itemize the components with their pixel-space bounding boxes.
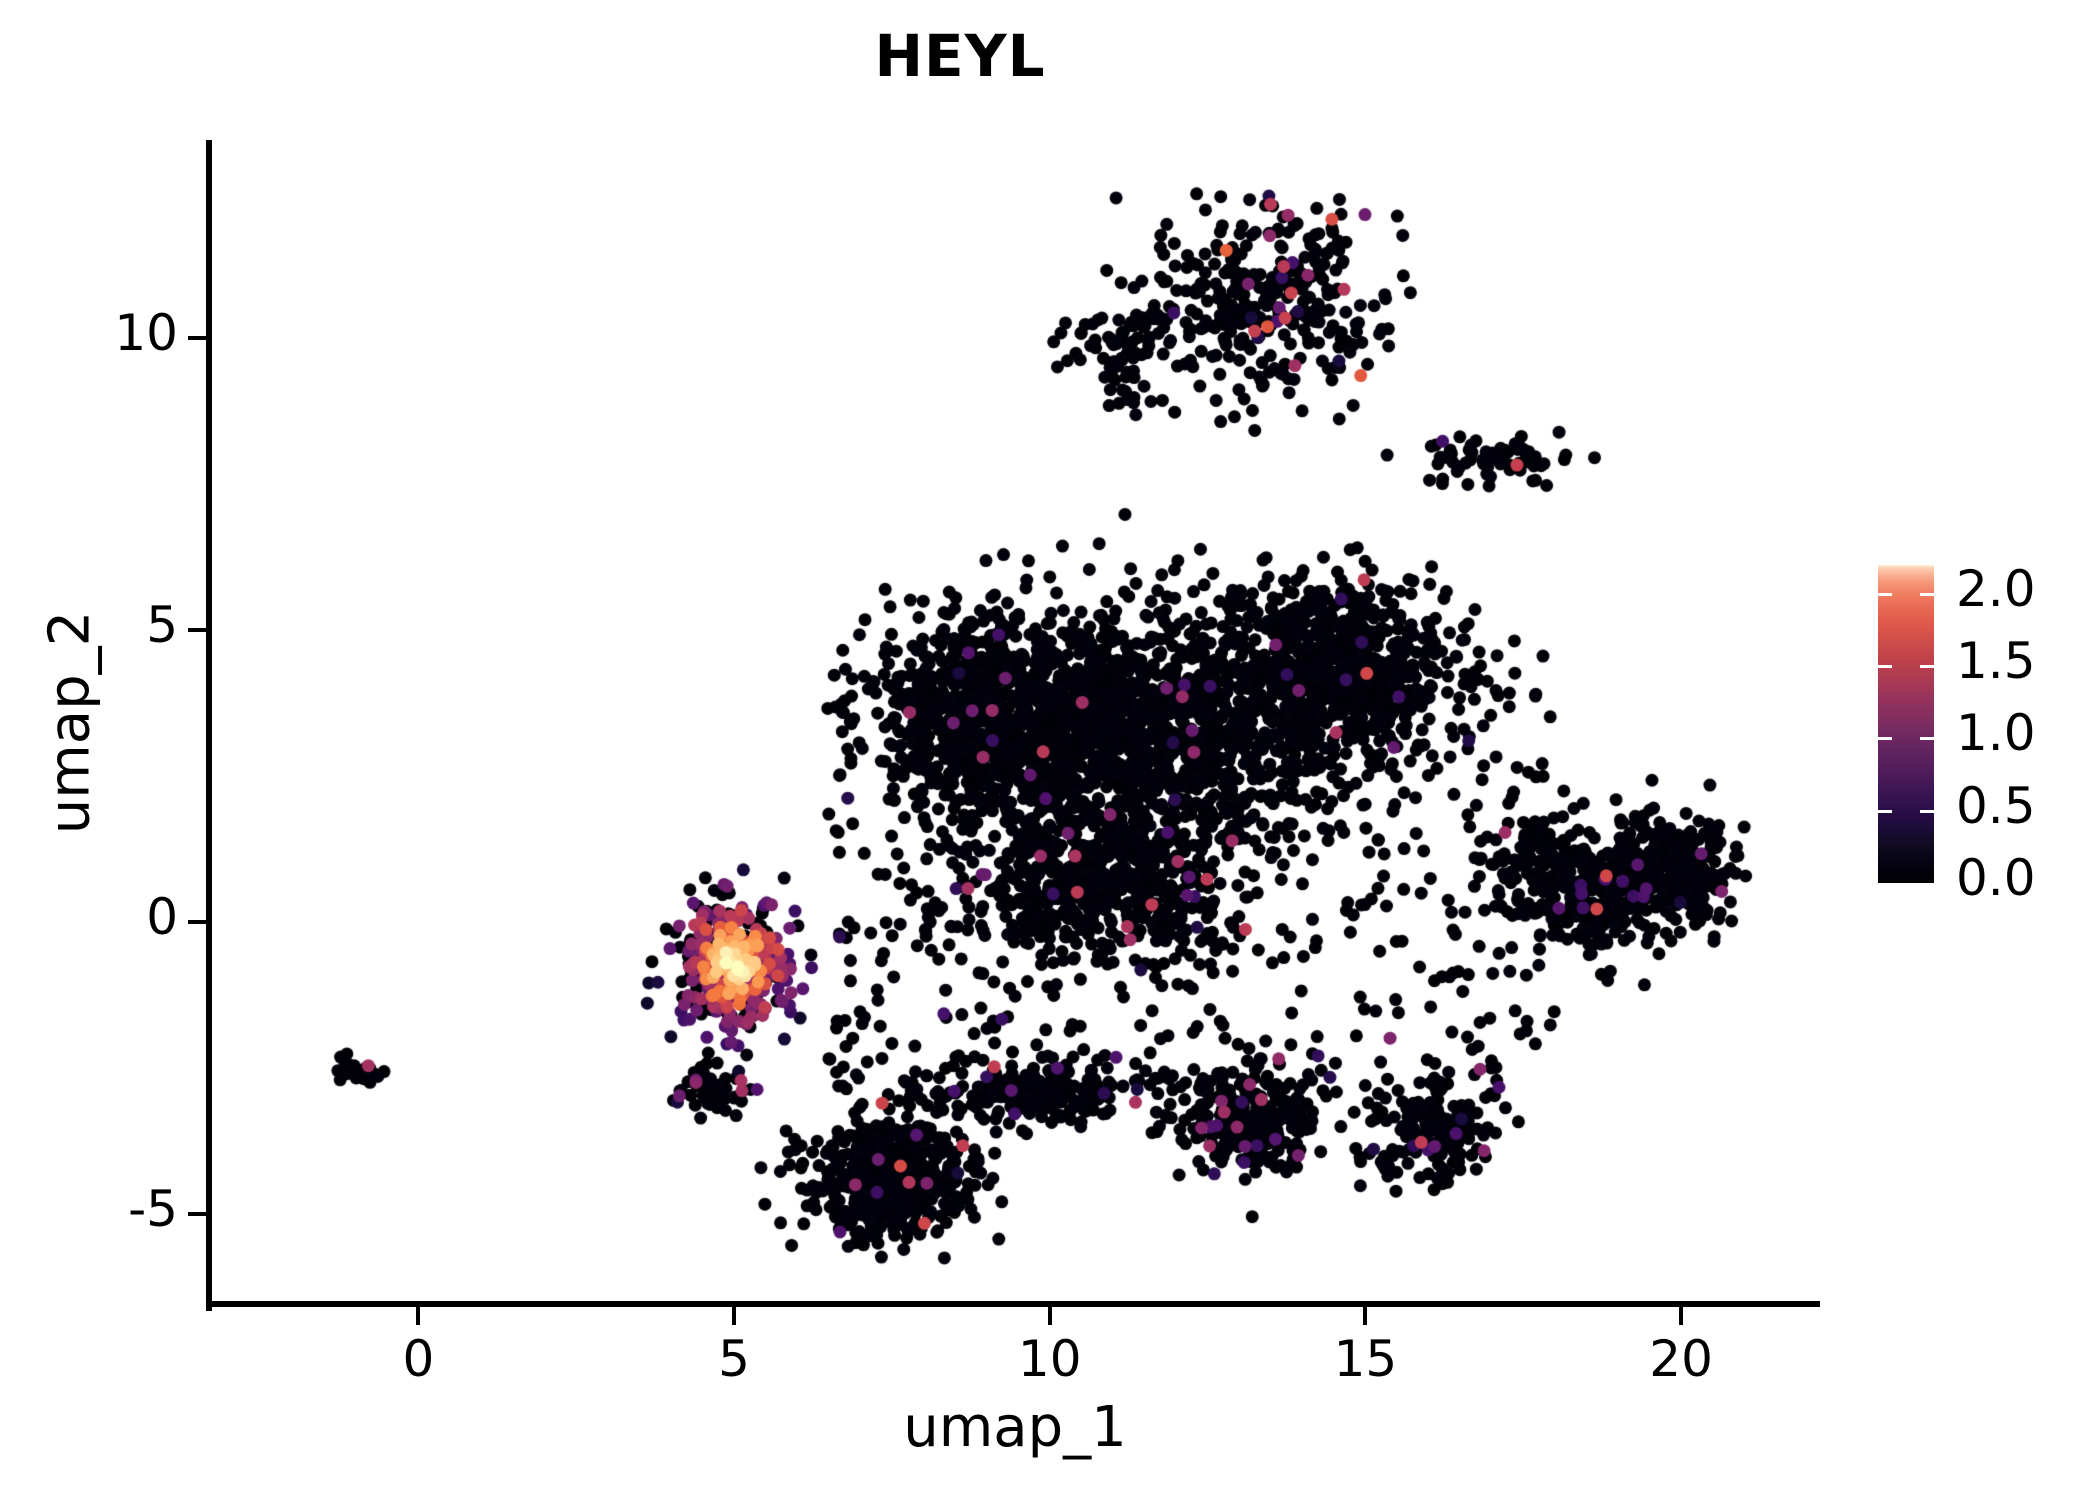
page-title: HEYL — [874, 22, 1046, 90]
x-tick-mark — [1047, 1307, 1052, 1325]
y-tick-label: 10 — [114, 304, 178, 363]
colorbar-tick-mark — [1920, 665, 1934, 669]
colorbar-tick-mark — [1920, 809, 1934, 813]
scatter-canvas — [210, 140, 1820, 1307]
x-tick-label: 0 — [402, 1330, 435, 1388]
y-tick-label: 5 — [146, 596, 178, 655]
colorbar-tick-label: 1.5 — [1956, 632, 2036, 691]
y-axis-spine — [206, 140, 212, 1311]
colorbar-tick-mark — [1878, 809, 1892, 813]
y-tick-mark — [188, 336, 206, 341]
colorbar-tick-label: 0.0 — [1956, 849, 2036, 907]
y-axis-label: umap_2 — [37, 610, 103, 835]
y-tick-mark — [188, 1211, 206, 1216]
colorbar-tick-mark — [1878, 737, 1892, 741]
colorbar-tick-mark — [1920, 737, 1934, 741]
x-tick-mark — [416, 1307, 421, 1325]
x-tick-mark — [732, 1307, 737, 1325]
y-tick-label: -5 — [128, 1179, 178, 1238]
plot-area — [210, 140, 1820, 1307]
colorbar-tick-mark — [1878, 592, 1892, 596]
x-axis-spine — [206, 1301, 1820, 1307]
x-tick-label: 20 — [1649, 1330, 1713, 1388]
x-tick-mark — [1363, 1307, 1368, 1325]
y-tick-mark — [188, 628, 206, 633]
y-tick-mark — [188, 919, 206, 924]
colorbar-tick-label: 2.0 — [1956, 559, 2036, 618]
y-tick-label: 0 — [146, 887, 178, 946]
colorbar-tick-label: 0.5 — [1956, 776, 2036, 835]
colorbar-tick-mark — [1920, 592, 1934, 596]
x-tick-label: 10 — [1017, 1330, 1082, 1388]
colorbar: 2.0 1.5 1.0 0.5 0.0 — [1878, 560, 2078, 907]
x-axis-label: umap_1 — [903, 1395, 1127, 1460]
x-tick-label: 5 — [718, 1330, 750, 1388]
colorbar-tick-mark — [1878, 665, 1892, 669]
colorbar-tick-label: 1.0 — [1956, 704, 2036, 763]
colorbar-gradient — [1878, 565, 1934, 883]
x-tick-mark — [1679, 1307, 1684, 1325]
x-tick-label: 15 — [1333, 1330, 1398, 1388]
